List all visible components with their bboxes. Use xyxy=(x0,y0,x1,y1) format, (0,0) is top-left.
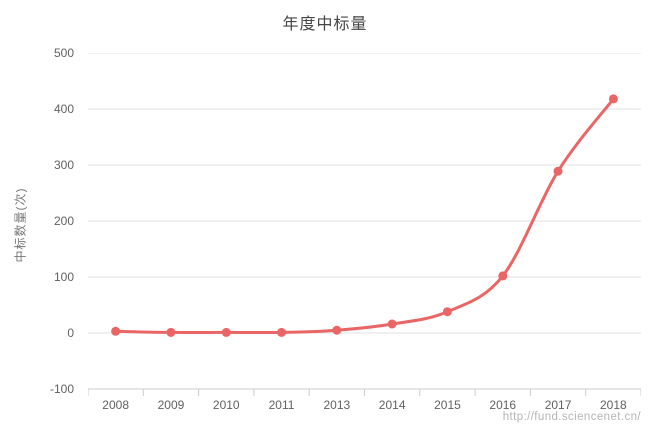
data-point[interactable] xyxy=(166,327,176,337)
data-point[interactable] xyxy=(498,271,508,281)
x-axis-tick-label: 2014 xyxy=(378,398,406,412)
chart-title: 年度中标量 xyxy=(282,16,368,33)
y-axis-tick-label: 300 xyxy=(53,158,74,172)
line-series xyxy=(114,97,615,335)
x-axis-tick-label: 2015 xyxy=(434,398,461,412)
y-axis-tick-label: 500 xyxy=(53,46,74,60)
data-point[interactable] xyxy=(608,94,618,104)
x-axis-tick-label: 2009 xyxy=(157,398,185,412)
x-axis-tick-label: 2010 xyxy=(212,398,240,412)
data-point[interactable] xyxy=(111,326,121,336)
y-axis-tick-label: 100 xyxy=(53,270,74,284)
watermark-url: http://fund.sciencenet.cn/ xyxy=(502,411,641,423)
x-axis-tick-label: 2016 xyxy=(489,398,517,412)
data-point[interactable] xyxy=(442,307,452,317)
data-point[interactable] xyxy=(387,319,397,329)
data-point[interactable] xyxy=(221,327,231,337)
x-axis-tick-label: 2013 xyxy=(323,398,351,412)
y-axis-tick-label: 0 xyxy=(67,326,74,340)
x-axis-tick-label: 2018 xyxy=(599,398,627,412)
data-point[interactable] xyxy=(277,327,286,337)
y-axis-tick-label: 200 xyxy=(53,214,74,228)
y-axis-tick-label: -100 xyxy=(49,382,74,396)
x-axis-tick-label: 2017 xyxy=(544,398,572,412)
data-point[interactable] xyxy=(553,166,563,176)
data-point[interactable] xyxy=(332,325,342,335)
chart-canvas[interactable] xyxy=(88,53,641,398)
x-axis-tick-label: 2011 xyxy=(268,398,295,412)
y-axis-tick-label: 400 xyxy=(53,102,74,116)
x-axis-tick-label: 2008 xyxy=(102,398,129,412)
